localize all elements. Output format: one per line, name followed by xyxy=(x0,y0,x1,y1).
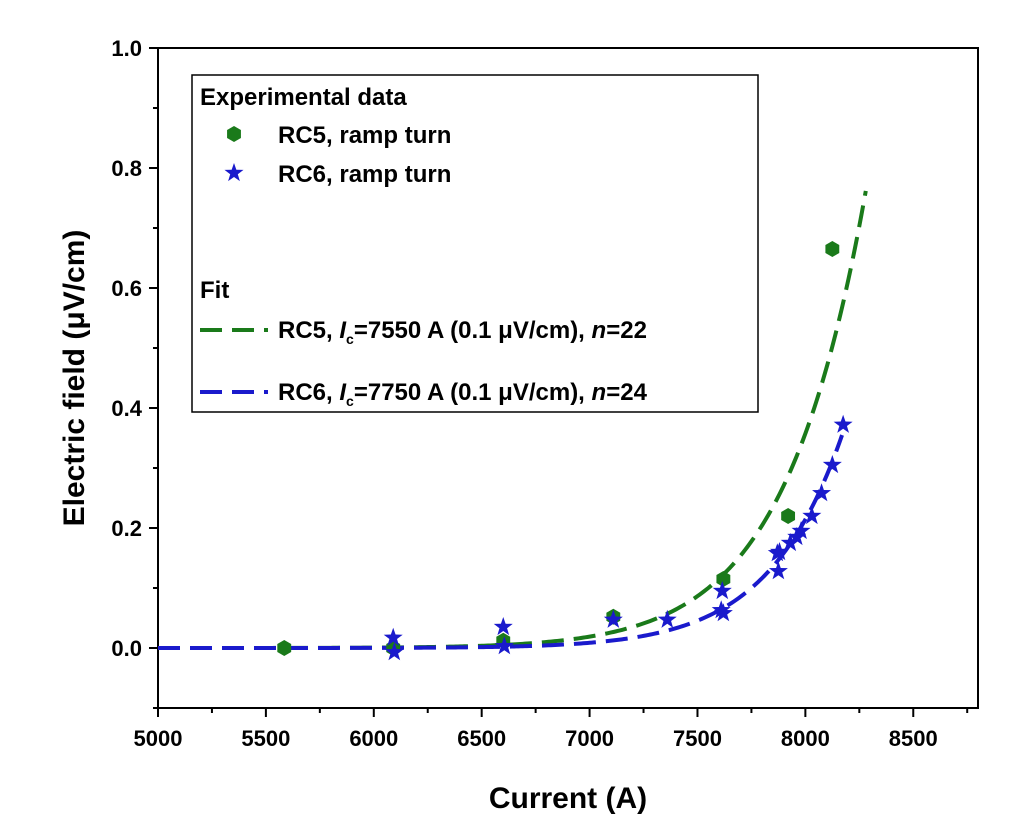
data-point xyxy=(603,609,623,628)
x-axis-title: Current (A) xyxy=(489,782,647,815)
data-point xyxy=(780,533,800,552)
y-tick-label: 0.4 xyxy=(111,396,142,421)
data-point xyxy=(791,521,811,540)
y-axis: 0.0 0.2 0.4 0.6 0.8 1.0 xyxy=(111,36,158,709)
data-point xyxy=(494,636,514,655)
y-tick-label: 1.0 xyxy=(111,36,142,61)
legend-marker-rc6 xyxy=(224,163,244,182)
y-tick-label: 0.0 xyxy=(111,636,142,661)
legend-label-rc6: RC6, ramp turn xyxy=(278,161,451,188)
legend: Experimental data RC5, ramp turn RC6, ra… xyxy=(191,74,759,413)
x-tick-label: 7500 xyxy=(673,726,722,751)
plot-area xyxy=(157,47,979,709)
y-axis-title: Electric field (μV/cm) xyxy=(58,230,91,527)
data-point xyxy=(383,627,403,646)
data-point xyxy=(825,241,840,257)
x-tick-label: 8000 xyxy=(781,726,830,751)
data-point xyxy=(493,617,513,636)
x-axis: 5000 5500 6000 6500 7000 7500 8000 8500 xyxy=(134,708,969,751)
fit-line xyxy=(158,434,844,650)
data-point xyxy=(781,508,796,524)
x-tick-label: 5500 xyxy=(241,726,290,751)
x-tick-label: 8500 xyxy=(889,726,938,751)
x-tick-label: 5000 xyxy=(134,726,183,751)
legend-label-rc6-fit: RC6, Ic=7750 A (0.1 μV/cm), n=24 xyxy=(278,379,648,409)
data-point xyxy=(657,609,677,628)
data-point xyxy=(713,603,733,622)
y-tick-label: 0.6 xyxy=(111,276,142,301)
legend-box xyxy=(191,74,759,413)
data-point xyxy=(833,414,853,433)
legend-heading-experimental: Experimental data xyxy=(200,84,407,111)
data-point xyxy=(802,506,822,525)
data-point xyxy=(384,642,404,661)
x-tick-label: 7000 xyxy=(565,726,614,751)
data-point xyxy=(712,581,732,600)
x-tick-label: 6000 xyxy=(349,726,398,751)
data-point xyxy=(768,561,788,580)
legend-marker-rc5 xyxy=(227,126,241,142)
y-tick-label: 0.2 xyxy=(111,516,142,541)
data-point xyxy=(711,600,731,619)
data-points xyxy=(277,241,853,661)
data-point xyxy=(812,483,832,502)
data-point xyxy=(716,571,731,587)
data-point xyxy=(769,542,789,561)
data-point xyxy=(277,640,292,656)
hexagon-marker-icon xyxy=(227,126,241,142)
y-tick-label: 0.8 xyxy=(111,156,142,181)
star-marker-icon xyxy=(224,163,244,182)
x-tick-label: 6500 xyxy=(457,726,506,751)
legend-label-rc5: RC5, ramp turn xyxy=(278,122,451,149)
legend-heading-fit: Fit xyxy=(200,277,229,304)
data-point xyxy=(822,455,842,474)
legend-label-rc5-fit: RC5, Ic=7550 A (0.1 μV/cm), n=22 xyxy=(278,317,647,347)
